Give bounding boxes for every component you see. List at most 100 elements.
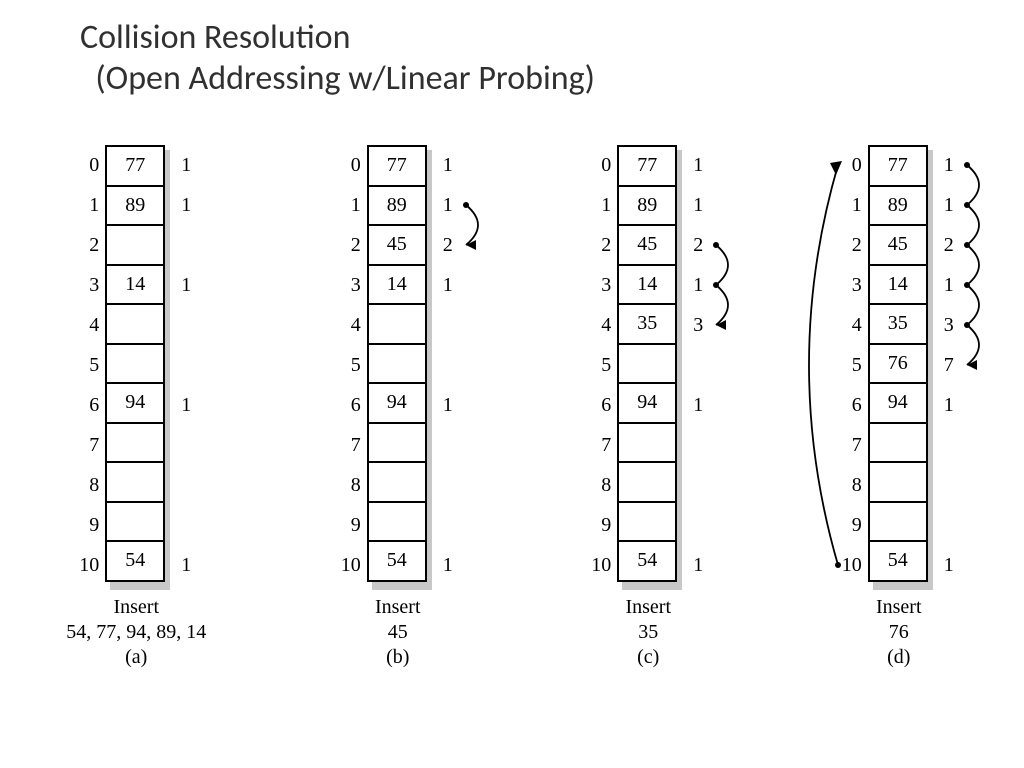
index-label: 7	[339, 425, 361, 465]
table-cell: 94	[369, 384, 425, 424]
probe-count	[693, 425, 707, 465]
table-cell: 54	[870, 542, 926, 580]
table-caption: Insert45(b)	[375, 595, 421, 670]
index-label: 3	[77, 265, 99, 305]
probe-count	[944, 505, 958, 545]
index-label: 1	[339, 185, 361, 225]
index-label: 8	[77, 465, 99, 505]
probe-count	[443, 505, 457, 545]
index-label: 8	[339, 465, 361, 505]
hash-table: 778945149454	[367, 145, 427, 582]
probe-count: 1	[693, 185, 707, 225]
table-cell: 89	[619, 187, 675, 227]
table-cell	[870, 463, 926, 503]
index-label: 4	[339, 305, 361, 345]
index-label: 2	[589, 225, 611, 265]
probe-column: 11111	[181, 145, 195, 585]
table-cell: 77	[107, 147, 163, 187]
table-cell	[369, 345, 425, 385]
index-label: 6	[589, 385, 611, 425]
probe-column: 11213711	[944, 145, 958, 585]
index-label: 10	[840, 545, 862, 585]
probe-count: 2	[944, 225, 958, 265]
probe-count	[181, 305, 195, 345]
probe-count: 2	[443, 225, 457, 265]
probe-count	[693, 345, 707, 385]
table-cell	[369, 463, 425, 503]
index-label: 1	[840, 185, 862, 225]
table-cell: 76	[870, 345, 926, 385]
index-label: 9	[840, 505, 862, 545]
probe-count	[181, 225, 195, 265]
index-label: 10	[77, 545, 99, 585]
index-label: 0	[339, 145, 361, 185]
index-label: 6	[840, 385, 862, 425]
index-label: 5	[840, 345, 862, 385]
probe-count	[944, 425, 958, 465]
probe-count: 2	[693, 225, 707, 265]
table-caption: Insert76(d)	[876, 595, 922, 670]
table-cell	[107, 305, 163, 345]
probe-count: 1	[181, 385, 195, 425]
index-label: 3	[840, 265, 862, 305]
caption-line: (c)	[637, 646, 659, 668]
probe-count: 1	[181, 185, 195, 225]
probe-count: 1	[181, 145, 195, 185]
title-line-1: Collision Resolution	[80, 17, 350, 58]
table-caption: Insert54, 77, 94, 89, 14(a)	[66, 595, 206, 670]
table-cell	[619, 503, 675, 543]
probe-count	[443, 465, 457, 505]
caption-line: 45	[388, 621, 408, 643]
probe-count	[181, 465, 195, 505]
table-cell: 45	[369, 226, 425, 266]
probe-arrows	[714, 145, 754, 585]
table-cell: 77	[369, 147, 425, 187]
probe-count	[693, 505, 707, 545]
title-line-2: (Open Addressing w/Linear Probing)	[95, 58, 595, 99]
index-column: 012345678910	[339, 145, 361, 585]
index-label: 7	[589, 425, 611, 465]
table-cell: 54	[619, 542, 675, 580]
caption-line: Insert	[113, 596, 159, 618]
probe-count: 1	[944, 145, 958, 185]
caption-line: 76	[889, 621, 909, 643]
table-cell	[107, 345, 163, 385]
index-label: 6	[339, 385, 361, 425]
index-label: 0	[840, 145, 862, 185]
table-cell: 35	[870, 305, 926, 345]
index-label: 0	[77, 145, 99, 185]
index-label: 4	[589, 305, 611, 345]
probe-count: 1	[693, 545, 707, 585]
probe-count: 1	[693, 385, 707, 425]
index-label: 9	[339, 505, 361, 545]
probe-count: 1	[944, 545, 958, 585]
index-label: 7	[77, 425, 99, 465]
probe-count	[181, 425, 195, 465]
index-label: 9	[77, 505, 99, 545]
wrap-arrow	[774, 145, 844, 585]
index-label: 8	[589, 465, 611, 505]
table-cell: 54	[369, 542, 425, 580]
table-cell: 94	[619, 384, 675, 424]
index-label: 5	[339, 345, 361, 385]
table-cell: 89	[107, 187, 163, 227]
index-label: 9	[589, 505, 611, 545]
table-cell	[369, 424, 425, 464]
index-label: 2	[339, 225, 361, 265]
table-cell	[107, 424, 163, 464]
probe-count: 1	[443, 385, 457, 425]
hash-table: 77894514359454	[617, 145, 677, 582]
table-cell: 45	[870, 226, 926, 266]
index-label: 3	[339, 265, 361, 305]
probe-count	[443, 425, 457, 465]
index-label: 2	[77, 225, 99, 265]
index-label: 7	[840, 425, 862, 465]
probe-count: 1	[443, 185, 457, 225]
index-label: 3	[589, 265, 611, 305]
probe-count	[181, 505, 195, 545]
caption-line: 35	[638, 621, 658, 643]
table-cell: 77	[870, 147, 926, 187]
tables-row: 012345678910778914945411111Insert54, 77,…	[0, 145, 1024, 670]
table-cell	[619, 345, 675, 385]
caption-line: Insert	[876, 596, 922, 618]
